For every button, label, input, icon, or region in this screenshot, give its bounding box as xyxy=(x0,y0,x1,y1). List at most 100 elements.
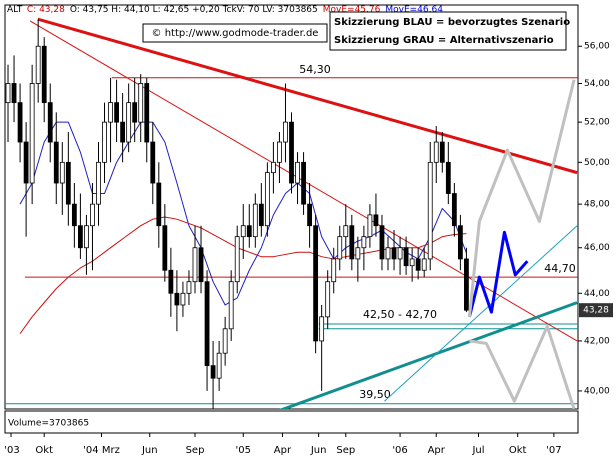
candle-body xyxy=(216,352,222,379)
candle-body xyxy=(132,102,138,123)
candle-body xyxy=(355,247,361,260)
candle-body xyxy=(427,161,433,260)
y-tick-label: 56,00 xyxy=(584,42,610,52)
candle-body xyxy=(373,214,379,227)
candle-body xyxy=(126,102,132,143)
header-item: ALT xyxy=(7,5,23,15)
candle-body xyxy=(464,258,469,311)
candle-body xyxy=(451,193,457,227)
x-tick-label: '03 xyxy=(4,445,19,456)
candle-body xyxy=(47,102,53,143)
candle-body xyxy=(391,247,397,260)
x-tick-label: Jun xyxy=(141,445,158,456)
candle-body xyxy=(204,281,210,367)
candle-body xyxy=(23,141,29,184)
candle-body xyxy=(337,236,343,260)
candle-body xyxy=(186,281,192,294)
level-label: 44,70 xyxy=(544,262,576,275)
y-tick-label: 48,00 xyxy=(584,200,610,210)
moving-average xyxy=(19,121,467,306)
candle-body xyxy=(90,203,95,227)
candle-body xyxy=(17,102,23,143)
header-item: MovE=45,76 xyxy=(323,5,381,15)
candle-body xyxy=(319,316,325,342)
level-label: 39,50 xyxy=(359,388,391,401)
last-price-box xyxy=(579,303,613,318)
candle-body xyxy=(120,121,126,143)
candle-body xyxy=(258,203,264,227)
candle-body xyxy=(246,225,252,238)
candle-body xyxy=(283,121,288,143)
header-item: MovE=46,64 xyxy=(385,5,443,15)
header-item: C: 43,28 xyxy=(27,5,65,15)
volume-frame xyxy=(4,410,579,434)
candle-body xyxy=(325,281,331,318)
copyright: © http://www.godmode-trader.de xyxy=(152,28,319,39)
scenario-line xyxy=(467,230,529,318)
candle-body xyxy=(379,225,385,260)
level-label: 54,30 xyxy=(299,63,331,76)
candle-body xyxy=(108,102,113,123)
note: Skizzierung GRAU = Alternativszenario xyxy=(334,35,554,46)
candle-body xyxy=(150,141,156,184)
y-tick-label: 50,00 xyxy=(584,158,610,168)
candle-body xyxy=(331,258,337,283)
candle-body xyxy=(240,225,246,238)
x-tick-label: Jun xyxy=(310,445,327,456)
candle-body xyxy=(403,247,409,267)
candle-body xyxy=(77,225,83,249)
y-tick-label: 46,00 xyxy=(584,243,610,253)
candle-body xyxy=(445,161,451,194)
y-tick-label: 40,00 xyxy=(584,386,610,396)
notes-box xyxy=(329,11,567,51)
candle-body xyxy=(210,365,216,379)
header-item: O: 43,75 H: 44,10 L: 42,65 +0,20 TckV: 7… xyxy=(70,5,318,15)
candle-body xyxy=(96,161,101,205)
candle-body xyxy=(367,214,373,238)
candle-body xyxy=(168,269,174,294)
candle-body xyxy=(11,83,17,104)
candle-body xyxy=(198,247,204,283)
candle-body xyxy=(439,141,445,163)
x-tick-label: Okt xyxy=(35,445,53,456)
plot-frame xyxy=(4,4,579,410)
scenario-line xyxy=(469,324,576,409)
candle-body xyxy=(295,161,300,184)
candle-body xyxy=(277,141,282,163)
candle-body xyxy=(71,203,77,227)
level-label: 42,50 - 42,70 xyxy=(363,308,437,321)
candle-body xyxy=(385,247,391,260)
candle-body xyxy=(144,83,150,143)
copyright-box xyxy=(142,23,328,43)
trendline xyxy=(37,17,578,175)
note: Skizzierung BLAU = bevorzugtes Szenario xyxy=(334,17,570,28)
candle-body xyxy=(174,292,180,306)
candle-body xyxy=(53,141,59,184)
x-tick-label: Sep xyxy=(336,445,355,456)
candle-body xyxy=(29,83,35,184)
candle-body xyxy=(228,281,234,330)
x-tick-label: '07 xyxy=(546,445,561,456)
y-tick-label: 44,00 xyxy=(584,289,610,299)
candle-body xyxy=(343,225,349,238)
candle-body xyxy=(222,328,228,354)
candle-body xyxy=(433,141,439,163)
y-tick-label: 42,00 xyxy=(584,336,610,346)
candle-body xyxy=(349,225,355,260)
candle-body xyxy=(84,225,89,249)
candle-body xyxy=(415,258,421,271)
candle-body xyxy=(156,182,162,227)
candle-body xyxy=(271,161,276,174)
candle-body xyxy=(457,225,463,260)
x-tick-label: Apr xyxy=(428,445,446,456)
y-tick-label: 52,00 xyxy=(584,118,610,128)
x-tick-label: Okt xyxy=(509,445,527,456)
x-tick-label: Apr xyxy=(274,445,292,456)
candle-body xyxy=(264,172,270,227)
trendline xyxy=(384,225,578,402)
candle-body xyxy=(114,102,119,123)
candle-body xyxy=(5,83,11,104)
candle-body xyxy=(421,258,427,271)
candle-body xyxy=(397,247,403,260)
candle-body xyxy=(307,203,312,227)
